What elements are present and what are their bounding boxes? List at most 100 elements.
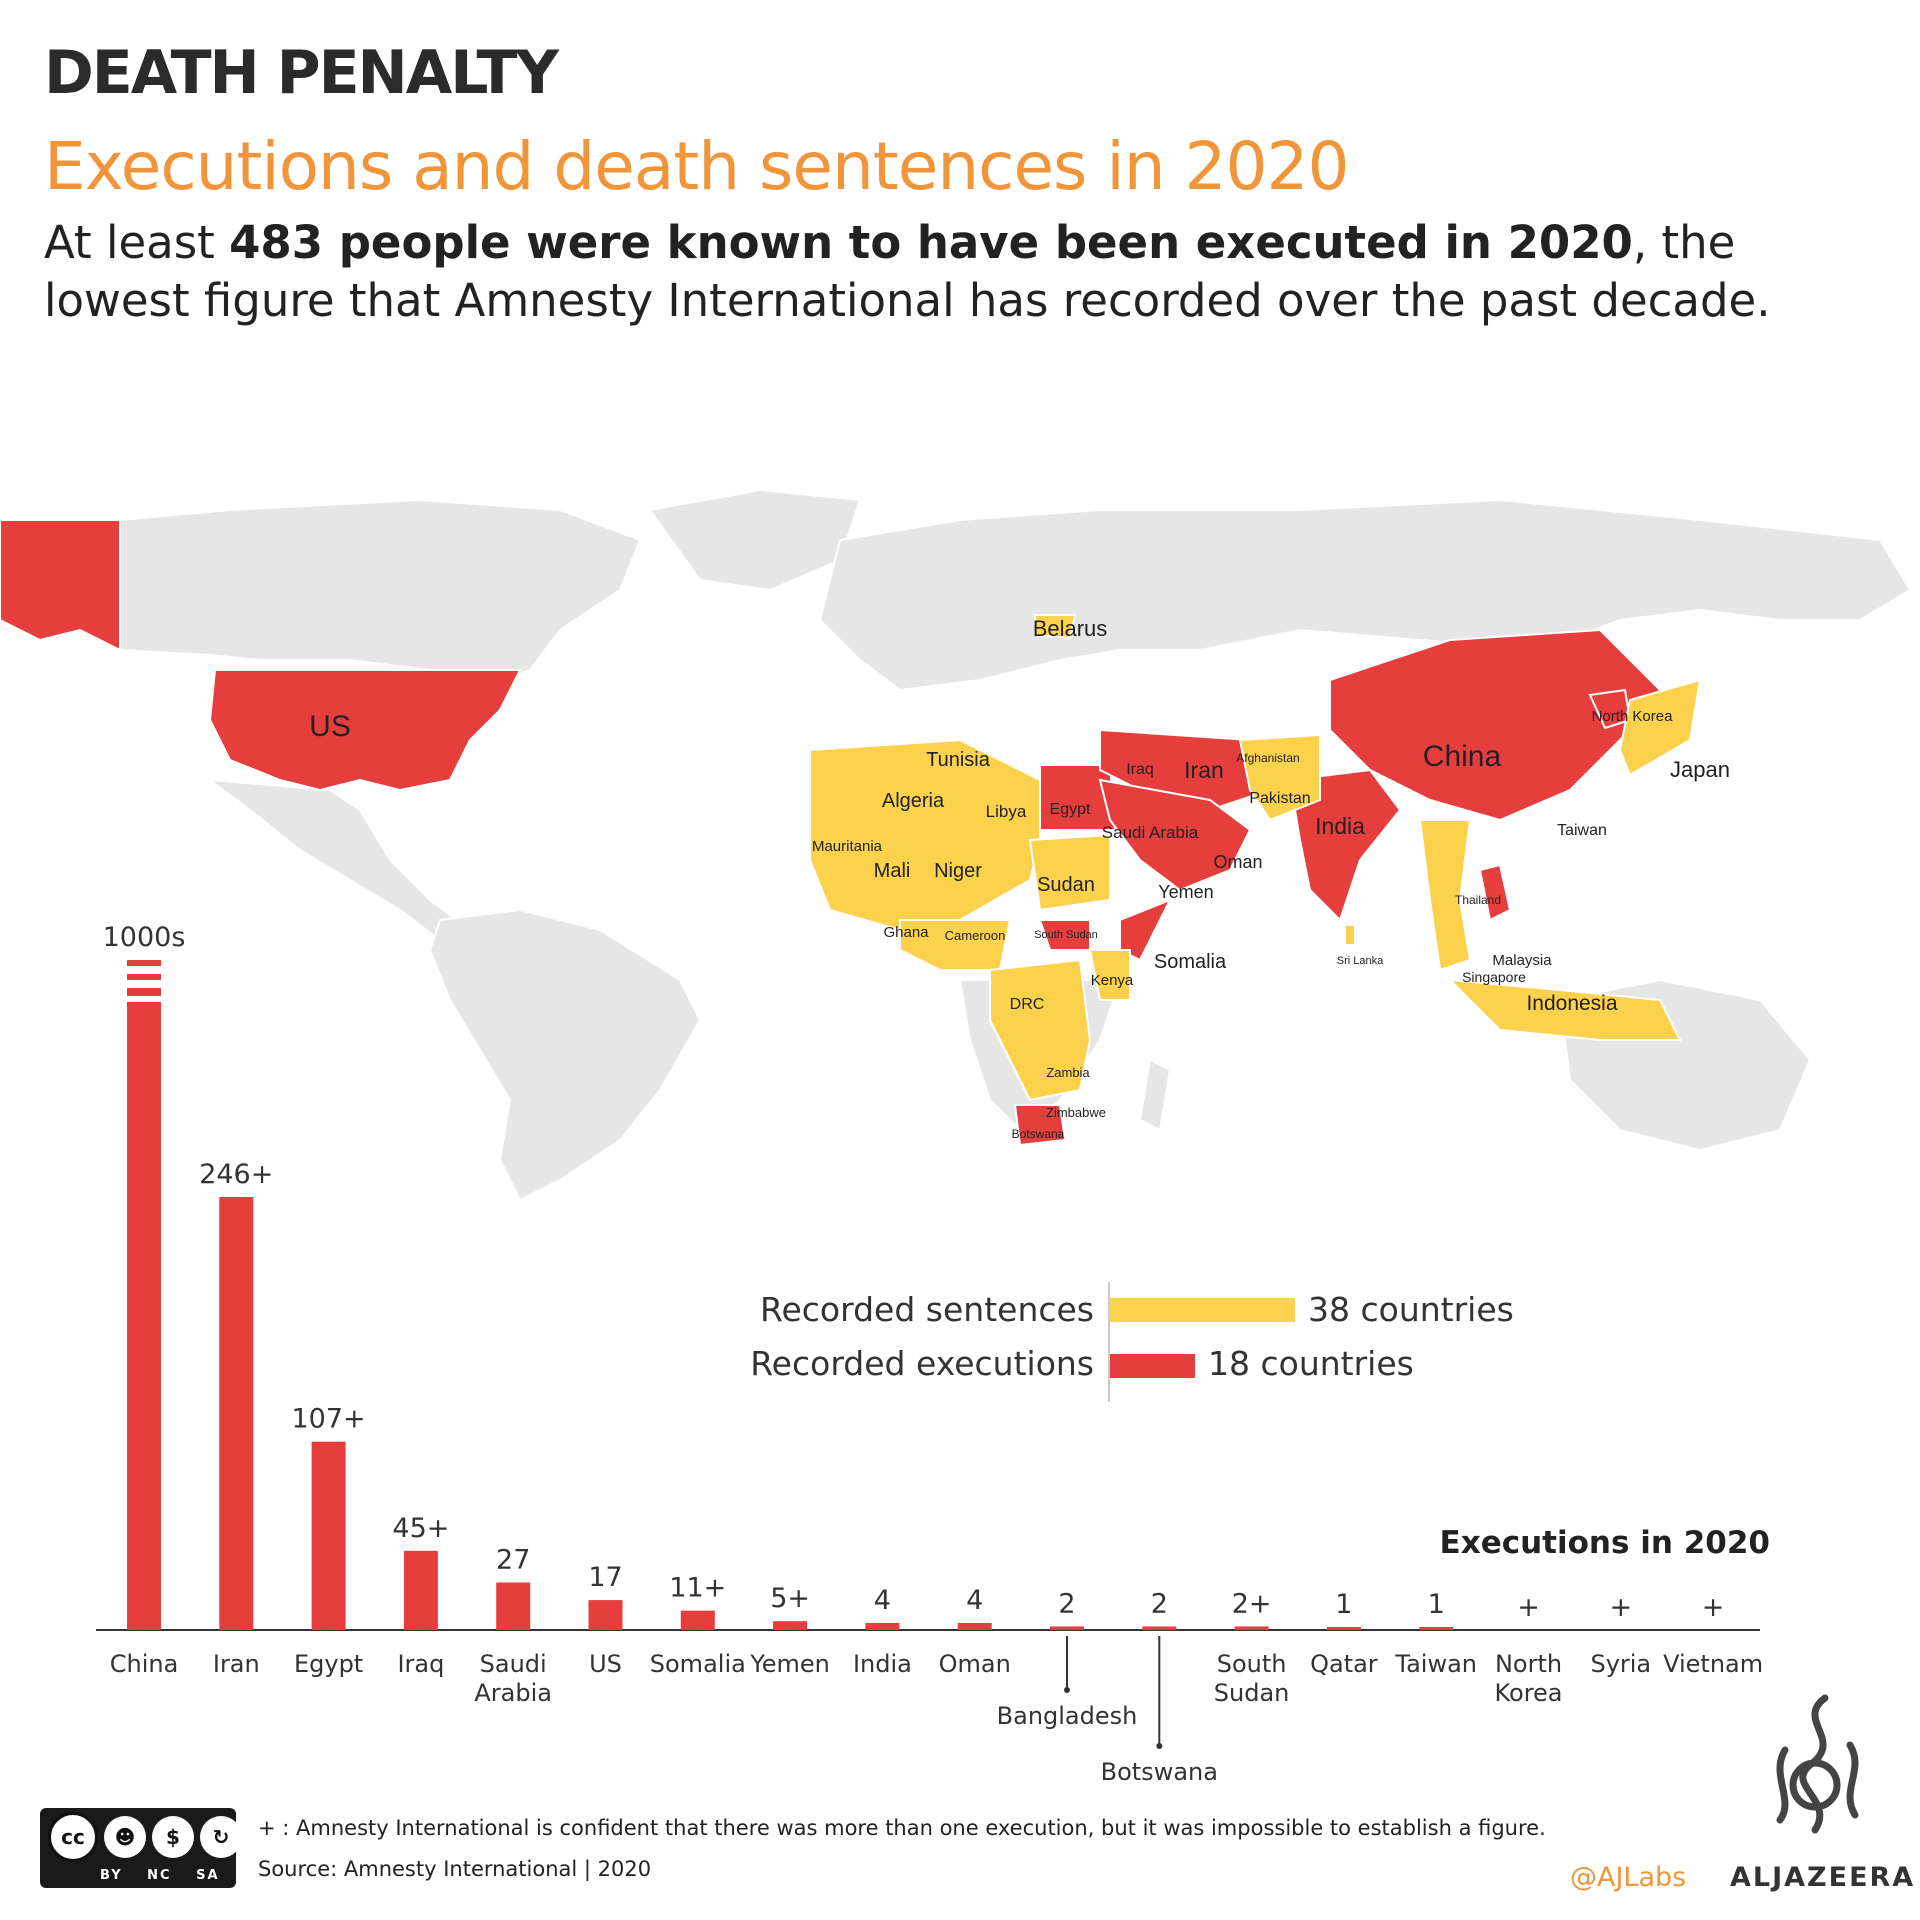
map-label-drc: DRC xyxy=(1010,996,1045,1013)
bar-egypt xyxy=(311,1441,346,1630)
bar-break-segment-2-china xyxy=(127,974,161,980)
value-label-vietnam: + xyxy=(1702,1592,1725,1623)
category-label-china: China xyxy=(110,1650,179,1678)
land-madagascar xyxy=(1138,1058,1172,1132)
category-label-syria: Syria xyxy=(1590,1650,1651,1678)
subtitle-post: , the lowest figure that Amnesty Interna… xyxy=(44,216,1771,327)
kicker-title: DEATH PENALTY xyxy=(44,38,559,108)
area-west-central-africa xyxy=(899,919,1012,971)
execution-countries xyxy=(0,519,1662,1147)
category-label-egypt: Egypt xyxy=(294,1650,363,1678)
share-alike-icon: ↻ xyxy=(200,1816,242,1858)
map-label-thailand: Thailand xyxy=(1455,893,1501,907)
value-label-syria: + xyxy=(1609,1592,1632,1623)
category-label-vietnam: Vietnam xyxy=(1663,1650,1763,1678)
value-label-taiwan: 1 xyxy=(1428,1589,1445,1620)
value-label-somalia: 11+ xyxy=(669,1573,726,1604)
leader-dot-bangladesh xyxy=(1064,1687,1070,1693)
license-tags: BY NC SA xyxy=(100,1868,220,1883)
area-vietnam xyxy=(1478,863,1512,922)
map-label-algeria: Algeria xyxy=(882,790,945,812)
map-label-kenya: Kenya xyxy=(1091,972,1134,989)
map-label-libya: Libya xyxy=(986,802,1027,821)
map-label-somalia: Somalia xyxy=(1154,951,1227,973)
legend-executions-count: 18 countries xyxy=(1208,1344,1414,1383)
map-label-sudan: Sudan xyxy=(1037,874,1095,896)
area-afghanistan-pakistan xyxy=(1238,733,1321,822)
map-label-malaysia: Malaysia xyxy=(1492,952,1552,969)
area-alaska xyxy=(0,519,121,652)
map-label-yemen: Yemen xyxy=(1158,882,1213,902)
area-japan xyxy=(1618,678,1702,777)
map-label-belarus: Belarus xyxy=(1033,616,1108,641)
cc-icon: cc xyxy=(48,1812,98,1862)
map-label-taiwan: Taiwan xyxy=(1557,822,1607,839)
bar-yemen xyxy=(773,1621,808,1630)
leader-dot-botswana xyxy=(1156,1743,1163,1749)
category-label-bangladesh: Bangladesh xyxy=(997,1702,1138,1730)
ajlabs-handle: @AJLabs xyxy=(1570,1862,1687,1893)
land-eurasia xyxy=(818,498,1912,692)
area-belarus xyxy=(1034,614,1077,640)
map-label-sri-lanka: Sri Lanka xyxy=(1337,955,1384,967)
area-somalia xyxy=(1119,898,1173,962)
category-label-north-korea: North Korea xyxy=(1494,1650,1562,1707)
map-label-saudi-arabia: Saudi Arabia xyxy=(1102,823,1199,842)
source-line: Source: Amnesty International | 2020 xyxy=(258,1857,652,1881)
bar-us xyxy=(588,1600,623,1630)
area-sudan xyxy=(1028,833,1111,912)
map-label-oman: Oman xyxy=(1213,852,1262,872)
bar-chart-title: Executions in 2020 xyxy=(1439,1525,1770,1561)
map-label-iran: Iran xyxy=(1184,757,1224,783)
area-north-africa xyxy=(809,738,1041,932)
sentence-countries xyxy=(809,614,1702,1102)
category-label-iraq: Iraq xyxy=(397,1650,444,1678)
category-label-iran: Iran xyxy=(213,1650,260,1678)
aljazeera-logo-icon xyxy=(1776,1694,1859,1834)
footnote: + : Amnesty International is confident t… xyxy=(258,1816,1546,1840)
area-saudi-arabia-oman-yemen xyxy=(1098,778,1252,892)
land-south-america xyxy=(428,908,702,1200)
subtitle-pre: At least xyxy=(44,216,230,269)
bar-saudi-arabia xyxy=(496,1582,531,1630)
bar-oman xyxy=(957,1622,992,1630)
subtitle-bold: 483 people were known to have been execu… xyxy=(229,216,1633,269)
area-china xyxy=(1329,628,1662,822)
bar-iran xyxy=(219,1197,254,1630)
bar-bangladesh xyxy=(1050,1626,1084,1630)
category-label-yemen: Yemen xyxy=(749,1650,830,1678)
category-label-oman: Oman xyxy=(939,1650,1011,1678)
area-botswana xyxy=(1013,1104,1067,1147)
value-label-north-korea: + xyxy=(1517,1592,1540,1623)
area-indonesia xyxy=(1447,978,1682,1041)
value-label-qatar: 1 xyxy=(1335,1589,1352,1620)
map-labels: US Belarus China North Korea Japan Taiwa… xyxy=(309,616,1730,1141)
map-label-india: India xyxy=(1315,813,1365,839)
bar-india xyxy=(865,1622,900,1630)
category-label-saudi-arabia: Saudi Arabia xyxy=(474,1650,552,1707)
legend-divider xyxy=(1108,1282,1110,1402)
area-india xyxy=(1288,768,1402,922)
area-drc-zambia-zimbabwe xyxy=(989,958,1092,1102)
map-label-mali: Mali xyxy=(874,860,911,882)
area-thailand-malaysia xyxy=(1418,819,1472,972)
executions-bar-chart: 1000sChina246+Iran107+Egypt45+Iraq27Saud… xyxy=(96,922,1763,1786)
value-label-iran: 246+ xyxy=(199,1159,273,1190)
category-label-somalia: Somalia xyxy=(650,1650,746,1678)
map-label-ghana: Ghana xyxy=(883,924,929,941)
category-label-taiwan: Taiwan xyxy=(1394,1650,1477,1678)
map-label-tunisia: Tunisia xyxy=(926,749,991,771)
map-label-niger: Niger xyxy=(934,860,982,882)
dollar-strike-icon: $ xyxy=(152,1816,194,1858)
map-label-north-korea: North Korea xyxy=(1592,708,1674,725)
map-label-us: US xyxy=(309,710,351,743)
map-label-botswana: Botswana xyxy=(1012,1127,1065,1141)
bar-south-sudan xyxy=(1234,1626,1269,1630)
bar-botswana xyxy=(1142,1626,1177,1630)
value-label-us: 17 xyxy=(588,1562,622,1593)
bar-break-segment-china xyxy=(127,960,161,966)
map-label-cameroon: Cameroon xyxy=(945,928,1006,943)
value-label-yemen: 5+ xyxy=(770,1583,810,1614)
legend-executions-label: Recorded executions xyxy=(750,1344,1094,1383)
value-label-botswana: 2 xyxy=(1151,1588,1168,1619)
